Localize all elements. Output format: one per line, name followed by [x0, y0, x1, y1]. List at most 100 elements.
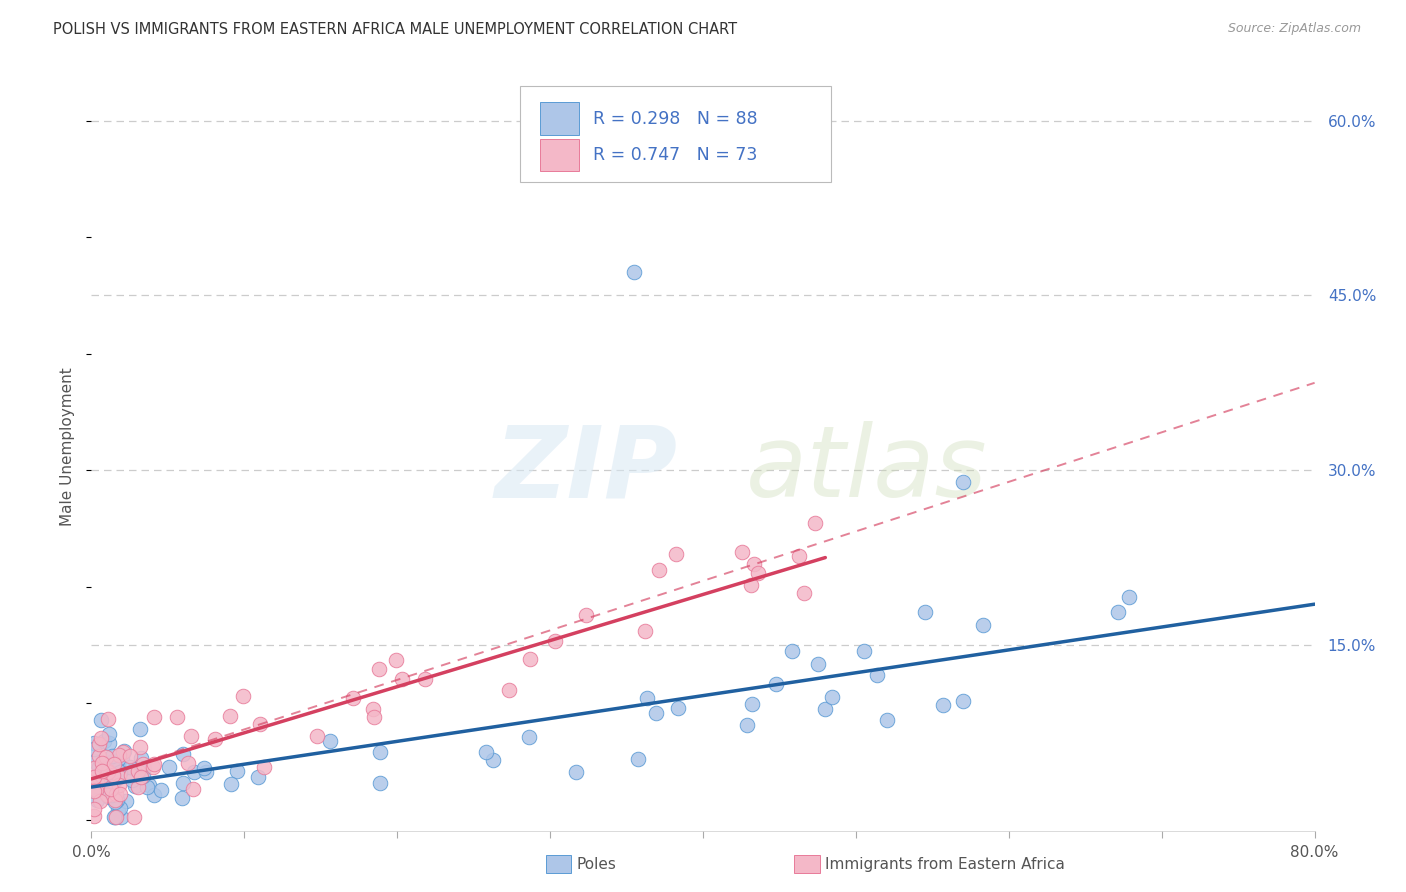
Point: [623, 265, 645, 279]
Point: [110, 810, 132, 824]
Point: [124, 779, 146, 793]
Point: [100, 782, 122, 797]
Point: [122, 763, 145, 777]
Point: [129, 751, 152, 765]
Point: [807, 657, 830, 671]
Point: [142, 788, 165, 802]
Point: [103, 756, 125, 771]
Point: [115, 794, 138, 808]
Point: [804, 516, 827, 530]
Point: [96, 788, 118, 802]
Point: [93, 733, 115, 747]
Point: [127, 764, 149, 779]
Point: [83, 770, 105, 784]
Point: [101, 779, 124, 793]
Point: [87, 737, 110, 751]
FancyBboxPatch shape: [520, 86, 831, 182]
Point: [122, 810, 145, 824]
Point: [101, 768, 124, 782]
Point: [177, 756, 200, 770]
Point: [249, 717, 271, 731]
Text: atlas: atlas: [745, 421, 987, 518]
Text: Source: ZipAtlas.com: Source: ZipAtlas.com: [1227, 22, 1361, 36]
Point: [149, 783, 172, 797]
Point: [665, 547, 688, 561]
Point: [195, 764, 218, 779]
Point: [914, 606, 936, 620]
Point: [97, 772, 120, 787]
Point: [101, 754, 124, 768]
Point: [789, 549, 811, 563]
Point: [104, 810, 127, 824]
Point: [97, 712, 120, 726]
Point: [129, 722, 152, 736]
Point: [94, 769, 117, 783]
Point: [384, 653, 406, 667]
Point: [83, 736, 105, 750]
Y-axis label: Male Unemployment: Male Unemployment: [60, 368, 76, 526]
Point: [307, 729, 329, 743]
Point: [107, 747, 129, 762]
Point: [172, 747, 194, 761]
Point: [104, 793, 127, 807]
Point: [648, 563, 671, 577]
Point: [780, 643, 803, 657]
Point: [876, 714, 898, 728]
Point: [132, 756, 155, 771]
Point: [108, 765, 131, 780]
Point: [575, 608, 598, 623]
Point: [564, 764, 586, 779]
Point: [87, 760, 110, 774]
Point: [91, 766, 114, 780]
Point: [1118, 590, 1140, 604]
Point: [98, 736, 121, 750]
Point: [108, 787, 131, 801]
Point: [226, 764, 249, 778]
Point: [90, 769, 112, 783]
Point: [121, 773, 143, 788]
Point: [498, 682, 520, 697]
Point: [112, 745, 135, 759]
Point: [103, 810, 125, 824]
Point: [952, 694, 974, 708]
Point: [90, 713, 112, 727]
Point: [368, 745, 391, 759]
Point: [134, 761, 156, 775]
Point: [318, 733, 340, 747]
Point: [821, 690, 844, 704]
Point: [118, 760, 141, 774]
Text: ZIP: ZIP: [495, 421, 678, 518]
Point: [342, 691, 364, 706]
Bar: [540, 103, 579, 135]
Point: [93, 762, 115, 776]
Point: [368, 661, 391, 675]
Text: R = 0.747   N = 73: R = 0.747 N = 73: [593, 145, 758, 164]
Point: [96, 749, 118, 764]
Point: [793, 586, 815, 600]
Point: [107, 778, 129, 792]
Point: [166, 710, 188, 724]
Point: [86, 793, 108, 807]
Point: [370, 776, 392, 790]
Point: [157, 760, 180, 774]
Point: [108, 801, 131, 815]
Point: [361, 702, 384, 716]
Point: [111, 750, 134, 764]
Text: R = 0.298   N = 88: R = 0.298 N = 88: [593, 110, 758, 128]
Point: [142, 710, 165, 724]
Point: [219, 709, 242, 723]
Point: [83, 781, 105, 796]
Point: [83, 742, 105, 756]
Point: [132, 768, 155, 782]
Point: [232, 689, 254, 703]
Point: [103, 767, 125, 781]
Point: [90, 763, 112, 777]
Point: [105, 793, 128, 807]
Point: [97, 764, 120, 779]
Point: [97, 727, 120, 741]
Point: [172, 776, 194, 790]
Point: [108, 770, 131, 784]
Point: [105, 787, 128, 801]
Point: [952, 475, 974, 489]
Point: [183, 765, 205, 780]
